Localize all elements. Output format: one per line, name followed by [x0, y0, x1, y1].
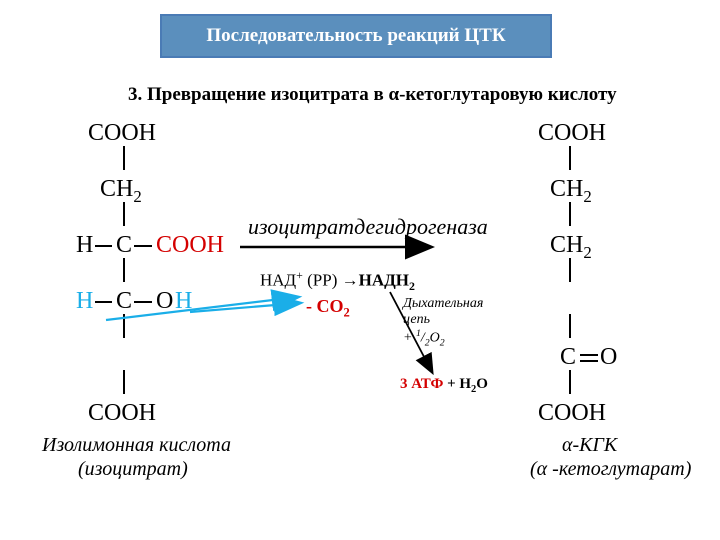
step-subtitle-text: 3. Превращение изоцитрата в α-кетоглутар…	[128, 84, 617, 105]
resp-chain: Дыхательная цепь + 1/2О2	[403, 296, 483, 349]
cofactor-nad-sup: +	[296, 268, 303, 282]
left-mol-line1: СООН	[88, 120, 156, 147]
right-mol-l2-pre: СН	[550, 176, 583, 202]
right-mol-line2: СН2	[550, 176, 592, 207]
left-mol-line2: СН2	[100, 176, 142, 207]
left-mol-line3: Н	[76, 232, 93, 259]
atp-tail-o: О	[476, 376, 488, 392]
right-mol-l5-text: СООН	[538, 400, 606, 426]
title-banner: Последовательность реакций ЦТК	[160, 14, 552, 58]
resp-chain-l3-pre: +	[403, 331, 416, 346]
cofactor-tail: (РР) →	[303, 271, 359, 290]
right-mol-line5: СООН	[538, 400, 606, 427]
right-mol-caption1: α-КГК	[562, 434, 617, 457]
right-mol-l3-pre: СН	[550, 232, 583, 258]
right-mol-l4-o-text: О	[600, 344, 617, 370]
left-mol-l4-o-text: О	[156, 288, 173, 314]
right-mol-line4-c: С	[560, 344, 576, 371]
left-mol-l2-pre: СН	[100, 176, 133, 202]
cofactor-line: НАД+ (РР) →НАДН2	[260, 268, 415, 294]
left-mol-line4-h1: Н	[76, 288, 93, 315]
title-banner-text: Последовательность реакций ЦТК	[206, 25, 505, 47]
right-mol-l1-text: СООН	[538, 120, 606, 146]
left-mol-line4-h2: Н	[175, 288, 192, 315]
right-mol-l4-c-text: С	[560, 344, 576, 370]
atp-tail-pre: + Н	[443, 376, 471, 392]
left-mol-line4-c: С	[116, 288, 132, 315]
right-mol-line1: СООН	[538, 120, 606, 147]
right-mol-caption2-text: (α -кетоглутарат)	[530, 458, 691, 480]
left-mol-l1-text: СООН	[88, 120, 156, 146]
left-mol-line3-c: С	[116, 232, 132, 259]
atp-red: 3 АТФ	[400, 376, 443, 392]
left-mol-line5: СООН	[88, 400, 156, 427]
resp-chain-l3: + 1/2О2	[403, 328, 483, 349]
left-mol-l4-h1-text: Н	[76, 288, 93, 314]
left-mol-l4-h2-text: Н	[175, 288, 192, 314]
right-mol-l2-sub: 2	[583, 187, 591, 206]
resp-chain-l1: Дыхательная	[403, 296, 483, 312]
resp-chain-l2: цепь	[403, 312, 483, 328]
minus-co2-pre: - СО	[306, 296, 344, 316]
right-mol-caption2: (α -кетоглутарат)	[530, 458, 691, 481]
left-mol-caption2: (изоцитрат)	[78, 458, 188, 481]
right-mol-line4-o: О	[600, 344, 617, 371]
right-mol-line3: СН2	[550, 232, 592, 263]
right-mol-l3-sub: 2	[583, 243, 591, 262]
left-mol-caption1: Изолимонная кислота	[42, 434, 231, 457]
minus-co2: - СО2	[306, 296, 350, 321]
left-mol-line3-cooh: СООН	[156, 232, 224, 259]
resp-chain-l3-o2: О	[430, 331, 440, 346]
cofactor-nadh-sub: 2	[409, 279, 415, 293]
atp-line: 3 АТФ + Н2О	[400, 376, 488, 395]
resp-chain-l3-o2sub: 2	[440, 338, 445, 349]
left-mol-line4-o: О	[156, 288, 173, 315]
left-mol-l5-text: СООН	[88, 400, 156, 426]
enzyme-label: изоцитратдегидрогеназа	[248, 214, 488, 240]
left-mol-caption1-text: Изолимонная кислота	[42, 434, 231, 456]
cofactor-nad: НАД	[260, 271, 296, 290]
left-mol-l3-h: Н	[76, 232, 93, 258]
left-mol-l4-c-text: С	[116, 288, 132, 314]
cofactor-nadh: НАДН	[359, 271, 409, 290]
left-mol-l3-red-text: СООН	[156, 232, 224, 258]
step-subtitle: 3. Превращение изоцитрата в α-кетоглутар…	[128, 84, 617, 106]
left-mol-l3-c-text: С	[116, 232, 132, 258]
right-mol-caption1-text: α-КГК	[562, 434, 617, 456]
enzyme-label-text: изоцитратдегидрогеназа	[248, 214, 488, 239]
left-mol-l2-sub: 2	[133, 187, 141, 206]
left-mol-caption2-text: (изоцитрат)	[78, 458, 188, 480]
minus-co2-sub: 2	[344, 306, 350, 320]
